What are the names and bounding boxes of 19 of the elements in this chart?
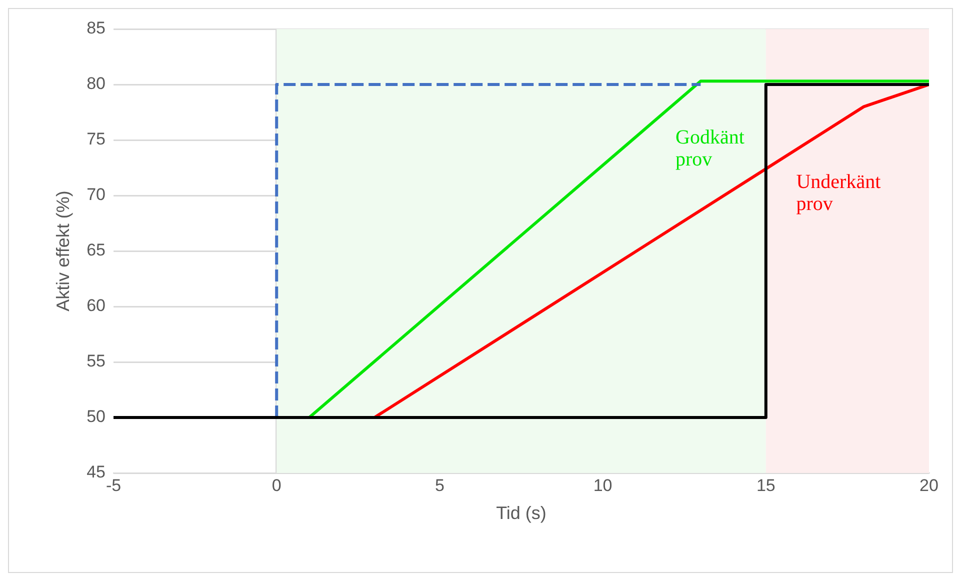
y-tick-label: 85 bbox=[86, 18, 106, 38]
x-tick-label: -5 bbox=[106, 476, 122, 495]
x-tick-label: 15 bbox=[756, 476, 776, 495]
x-tick-label: 0 bbox=[272, 476, 282, 495]
annotation: Underkänt prov bbox=[796, 171, 882, 216]
annotation: Godkänt prov bbox=[676, 126, 745, 171]
y-tick-label: 65 bbox=[86, 240, 106, 260]
y-tick-label: 55 bbox=[86, 352, 106, 371]
y-tick-label: 75 bbox=[86, 130, 106, 149]
x-tick-label: 5 bbox=[434, 476, 444, 495]
y-tick-label: 70 bbox=[86, 185, 106, 204]
x-tick-label: 10 bbox=[593, 476, 612, 495]
y-tick-label: 80 bbox=[86, 74, 106, 94]
x-axis-title: Tid (s) bbox=[496, 503, 546, 524]
x-tick-label: 20 bbox=[920, 476, 938, 495]
y-tick-label: 50 bbox=[86, 407, 106, 426]
y-tick-label: 60 bbox=[86, 296, 106, 316]
y-tick-label: 45 bbox=[86, 462, 106, 482]
y-axis-title: Aktiv effekt (%) bbox=[52, 190, 73, 312]
